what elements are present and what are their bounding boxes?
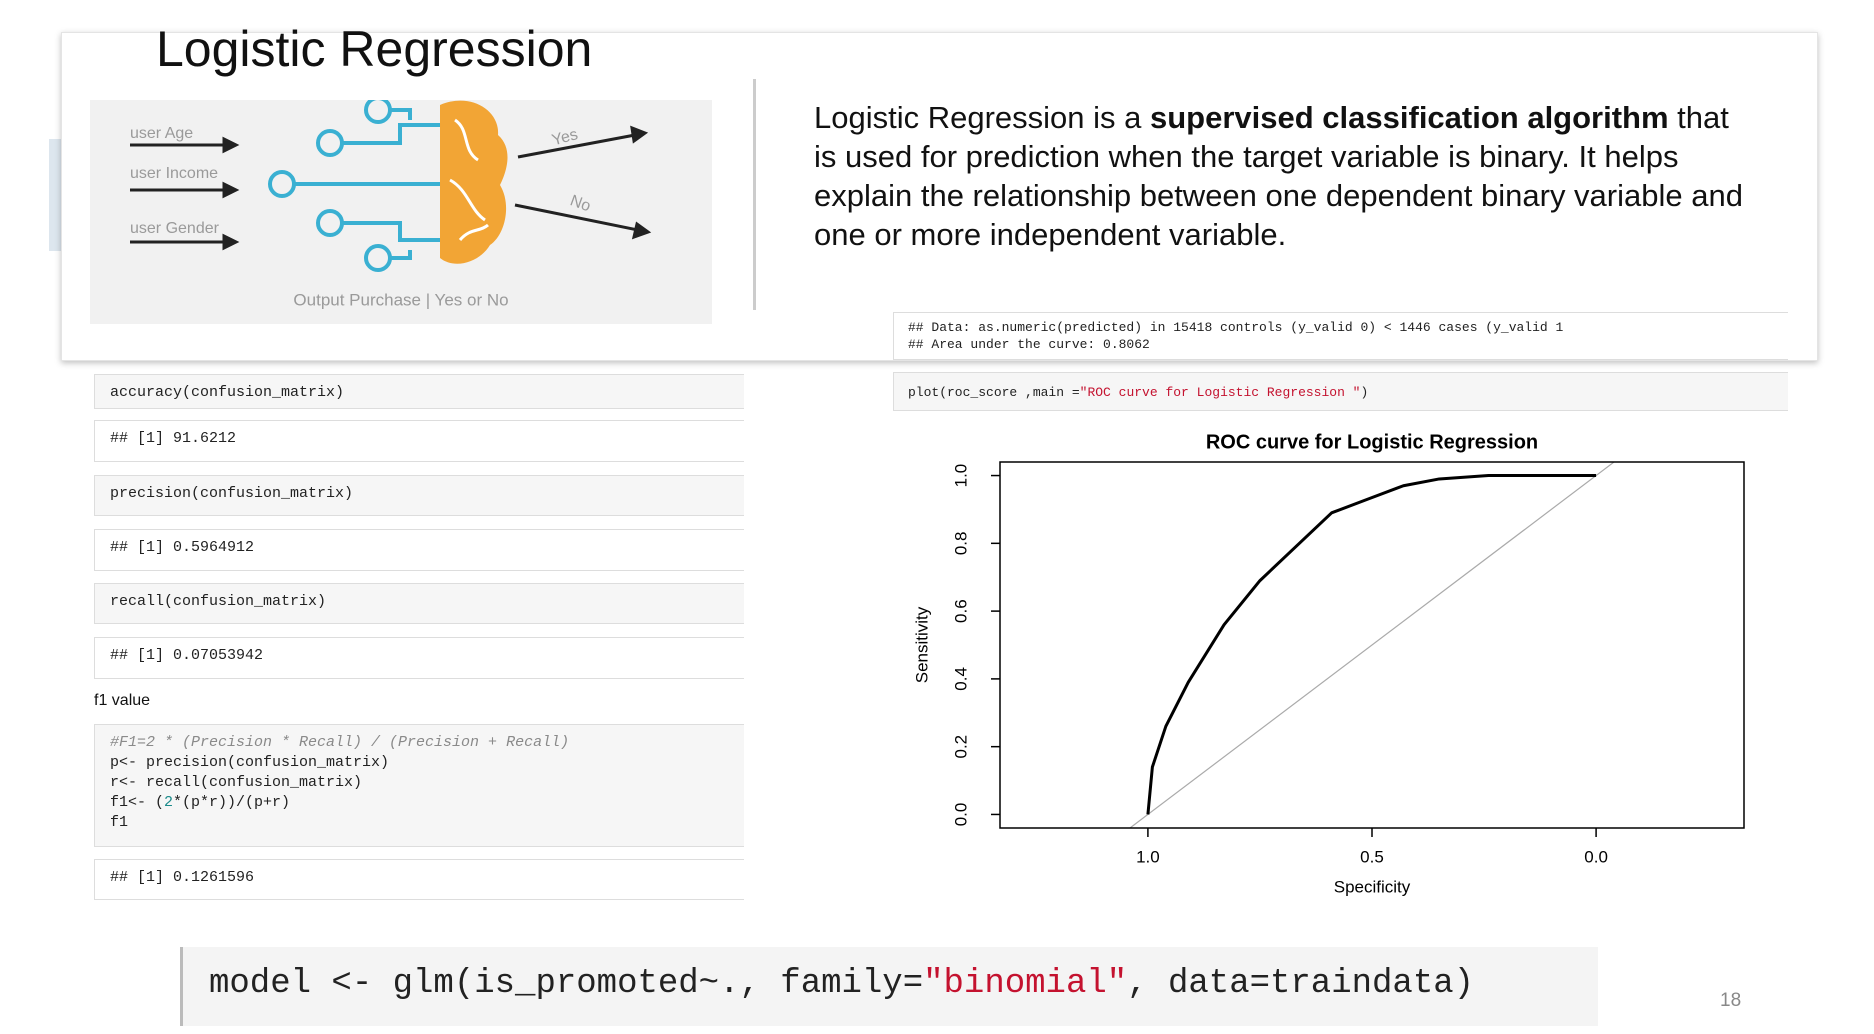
code-block: ## [1] 91.6212 — [94, 420, 744, 462]
x-axis-label: Specificity — [1334, 877, 1411, 896]
roc-curve — [1146, 474, 1597, 815]
y-tick-label: 1.0 — [951, 464, 970, 488]
code-block: plot(roc_score ,main ="ROC curve for Log… — [893, 372, 1788, 411]
description-text: that is used for prediction when the tar… — [814, 100, 1743, 252]
code-token: "ROC curve for Logistic Regression " — [1079, 385, 1361, 400]
description-text: Logistic Regression is a — [814, 100, 1150, 135]
input-label: user Gender — [130, 220, 220, 237]
code-token: model <- glm(is_promoted~., family= — [209, 965, 924, 1003]
code-token: f1<- ( — [110, 794, 165, 811]
illustration-caption: Output Purchase | Yes or No — [293, 290, 508, 309]
code-text: ## [1] 0.5964912 — [110, 539, 255, 556]
code-text: ## [1] 0.07053942 — [110, 647, 264, 664]
code-text: p<- precision(confusion_matrix) — [110, 754, 390, 771]
slide-title: Logistic Regression — [156, 21, 593, 77]
code-line: ## [1] 0.07053942 — [110, 646, 729, 666]
x-tick-label: 0.5 — [1360, 847, 1384, 866]
y-tick-label: 0.2 — [951, 735, 970, 759]
code-text: r<- recall(confusion_matrix) — [110, 774, 363, 791]
description: Logistic Regression is a supervised clas… — [814, 98, 1744, 254]
code-line: ## [1] 0.1261596 — [110, 868, 729, 888]
code-line: recall(confusion_matrix) — [110, 592, 729, 612]
brain — [440, 100, 508, 264]
code-text: ## [1] 91.6212 — [110, 430, 237, 447]
code-block: #F1=2 * (Precision * Recall) / (Precisio… — [94, 724, 744, 847]
brain-folds — [449, 118, 489, 242]
code-text: recall(confusion_matrix) — [110, 593, 327, 610]
chart-title: ROC curve for Logistic Regression — [1206, 431, 1538, 453]
code-line: ## [1] 0.5964912 — [110, 538, 729, 558]
reference-line — [1128, 462, 1616, 828]
code-line: #F1=2 * (Precision * Recall) / (Precisio… — [110, 733, 729, 753]
code-line: precision(confusion_matrix) — [110, 484, 729, 504]
code-text: accuracy(confusion_matrix) — [110, 384, 345, 401]
input-arrows — [130, 136, 240, 251]
input-label: user Age — [130, 125, 193, 142]
code-line: r<- recall(confusion_matrix) — [110, 773, 729, 793]
neurons — [268, 100, 440, 272]
page-number: 18 — [1720, 990, 1742, 1011]
code-token: , data=traindata) — [1127, 965, 1475, 1003]
output-arrows — [514, 125, 652, 240]
y-tick-label: 0.4 — [951, 667, 970, 691]
code-block: ## [1] 0.5964912 — [94, 529, 744, 571]
output-line: ## Area under the curve: 0.8062 — [908, 337, 1150, 352]
output-label: No — [568, 192, 593, 215]
plot-box — [999, 461, 1745, 829]
code-token: 2 — [164, 794, 174, 811]
code-line: accuracy(confusion_matrix) — [110, 383, 729, 403]
y-tick-label: 0.0 — [951, 803, 970, 827]
code-block: ## [1] 0.1261596 — [94, 859, 744, 900]
section-label: f1 value — [94, 692, 151, 709]
code-text: ## [1] 0.1261596 — [110, 869, 255, 886]
code-block: ## [1] 0.07053942 — [94, 637, 744, 679]
code-token: *(p*r))/(p+r) — [173, 794, 291, 811]
output-line: ## Data: as.numeric(predicted) in 15418 … — [908, 320, 1564, 335]
output-label: Yes — [550, 126, 580, 149]
code-text: precision(confusion_matrix) — [110, 485, 354, 502]
code-output: ## Data: as.numeric(predicted) in 15418 … — [893, 312, 1788, 360]
code-block: precision(confusion_matrix) — [94, 475, 744, 516]
code-token: #F1=2 * (Precision * Recall) / (Precisio… — [110, 734, 570, 751]
y-axis-label: Sensitivity — [912, 606, 931, 683]
x-tick-label: 1.0 — [1136, 847, 1160, 866]
input-label: user Income — [130, 165, 218, 182]
x-tick-label: 0.0 — [1584, 847, 1608, 866]
code-token: "binomial" — [923, 965, 1128, 1003]
code-line: f1 — [110, 813, 729, 833]
code-block: accuracy(confusion_matrix) — [94, 374, 744, 409]
code-text: f1 — [110, 814, 129, 831]
description-text: supervised classification algorithm — [1150, 100, 1669, 135]
model-code: model <- glm(is_promoted~., family="bino… — [180, 947, 1598, 1026]
code-token: ) — [1360, 385, 1369, 400]
y-tick-label: 0.6 — [951, 599, 970, 623]
code-block: recall(confusion_matrix) — [94, 583, 744, 624]
y-tick-label: 0.8 — [951, 532, 970, 556]
input-labels: user Age user Income user Gender — [130, 125, 220, 237]
code-line: f1<- (2*(p*r))/(p+r) — [110, 793, 729, 813]
illustration: user Age user Income user Gender Yes No … — [90, 100, 712, 324]
code-token: plot(roc_score ,main = — [908, 385, 1080, 400]
divider — [753, 79, 756, 310]
code-line: ## [1] 91.6212 — [110, 429, 729, 449]
code-line: p<- precision(confusion_matrix) — [110, 753, 729, 773]
